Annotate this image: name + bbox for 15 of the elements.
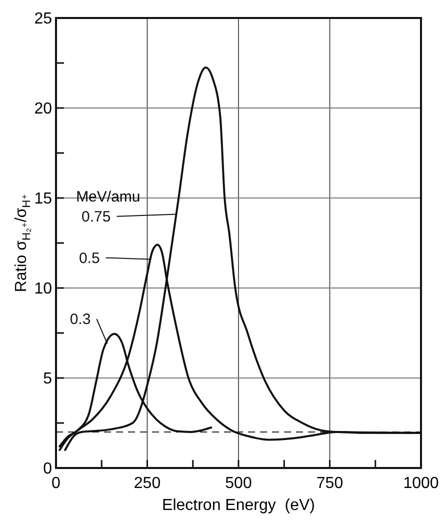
series-label: 0.3 bbox=[70, 311, 91, 328]
y-tick-label: 25 bbox=[34, 10, 52, 28]
y-tick-label: 10 bbox=[34, 280, 52, 298]
x-tick-label: 500 bbox=[225, 475, 252, 492]
legend-title: MeV/amu bbox=[76, 188, 140, 206]
x-tick-label: 750 bbox=[316, 475, 344, 492]
x-tick-label: 250 bbox=[134, 475, 161, 492]
legend-label: 0.75 bbox=[82, 208, 111, 226]
x-tick-label: 1000 bbox=[403, 475, 439, 492]
y-tick-label: 0 bbox=[43, 460, 52, 478]
y-tick-label: 5 bbox=[43, 370, 52, 388]
y-tick-label: 15 bbox=[34, 190, 52, 208]
y-tick-label: 20 bbox=[34, 100, 52, 118]
x-axis-title: Electron Energy (eV) bbox=[162, 497, 315, 514]
legend-label: 0.5 bbox=[78, 250, 100, 267]
